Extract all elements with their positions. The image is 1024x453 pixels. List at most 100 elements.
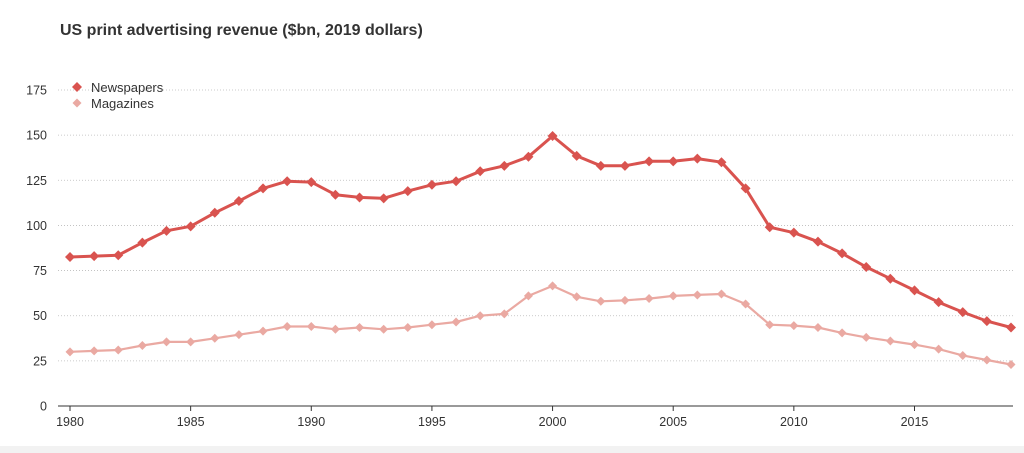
x-tick-label: 1995: [418, 415, 446, 429]
data-point-newspapers-2012[interactable]: [837, 248, 848, 259]
data-point-newspapers-2006[interactable]: [692, 153, 703, 164]
data-point-newspapers-1997[interactable]: [475, 166, 486, 177]
data-point-magazines-2019[interactable]: [1006, 359, 1016, 369]
data-point-newspapers-1990[interactable]: [306, 177, 317, 188]
data-point-newspapers-1996[interactable]: [451, 176, 462, 187]
data-point-magazines-1997[interactable]: [475, 311, 485, 321]
data-point-magazines-1987[interactable]: [234, 330, 244, 340]
data-point-newspapers-2002[interactable]: [595, 160, 606, 171]
data-point-newspapers-1999[interactable]: [523, 151, 534, 162]
data-point-newspapers-2013[interactable]: [861, 261, 872, 272]
data-point-magazines-2000[interactable]: [548, 281, 558, 291]
data-point-magazines-1996[interactable]: [451, 317, 461, 327]
y-tick-label: 100: [26, 219, 47, 233]
data-point-newspapers-1989[interactable]: [282, 176, 293, 187]
data-point-magazines-2003[interactable]: [620, 295, 630, 305]
series-magazines: [65, 281, 1016, 369]
data-point-magazines-2006[interactable]: [692, 290, 702, 300]
data-point-magazines-2018[interactable]: [982, 355, 992, 365]
data-point-magazines-2015[interactable]: [909, 340, 919, 350]
data-point-newspapers-1985[interactable]: [185, 221, 196, 232]
data-point-newspapers-1984[interactable]: [161, 225, 172, 236]
data-point-newspapers-1994[interactable]: [402, 186, 413, 197]
data-point-magazines-2014[interactable]: [885, 336, 895, 346]
data-point-newspapers-2008[interactable]: [740, 183, 751, 194]
gridlines: [58, 89, 1013, 362]
data-point-newspapers-2014[interactable]: [885, 273, 896, 284]
axes: 0 25 50 75 100 125 150 175 1980 1985 1990 1995 2000 2…: [26, 84, 1013, 429]
data-point-newspapers-2003[interactable]: [619, 160, 630, 171]
data-point-newspapers-1980[interactable]: [65, 252, 75, 263]
x-tick-label: 1985: [177, 415, 205, 429]
data-point-newspapers-2017[interactable]: [957, 307, 968, 318]
legend-marker-magazines: [72, 98, 82, 108]
legend-item-magazines[interactable]: Magazines: [72, 96, 155, 111]
data-point-newspapers-2011[interactable]: [812, 236, 823, 247]
data-point-newspapers-2016[interactable]: [933, 297, 944, 308]
data-point-magazines-1988[interactable]: [258, 326, 268, 336]
data-point-magazines-2012[interactable]: [837, 328, 847, 338]
data-point-magazines-1993[interactable]: [379, 324, 389, 334]
data-point-magazines-1990[interactable]: [306, 322, 316, 332]
data-point-newspapers-1998[interactable]: [499, 160, 510, 171]
data-point-magazines-2001[interactable]: [572, 292, 582, 302]
data-point-magazines-1989[interactable]: [282, 322, 292, 332]
data-point-magazines-1981[interactable]: [89, 346, 99, 356]
y-tick-label: 150: [26, 129, 47, 143]
data-point-magazines-2011[interactable]: [813, 322, 823, 332]
data-point-newspapers-2010[interactable]: [788, 227, 799, 238]
data-point-magazines-1986[interactable]: [210, 333, 220, 343]
data-point-magazines-2017[interactable]: [958, 350, 968, 360]
data-point-newspapers-1991[interactable]: [330, 189, 341, 200]
data-point-magazines-1994[interactable]: [403, 322, 413, 332]
data-point-magazines-1992[interactable]: [355, 322, 365, 332]
data-point-newspapers-1993[interactable]: [378, 193, 389, 204]
data-point-magazines-1985[interactable]: [186, 337, 196, 347]
data-point-magazines-1982[interactable]: [113, 345, 123, 355]
x-tick-label: 2000: [539, 415, 567, 429]
data-point-newspapers-1982[interactable]: [113, 250, 124, 261]
data-point-newspapers-2005[interactable]: [668, 156, 679, 167]
data-point-magazines-2004[interactable]: [644, 294, 654, 304]
data-point-magazines-2005[interactable]: [668, 291, 678, 301]
data-point-magazines-1999[interactable]: [523, 291, 533, 301]
data-point-magazines-2002[interactable]: [596, 296, 606, 306]
data-point-magazines-1984[interactable]: [162, 337, 172, 347]
data-point-magazines-1995[interactable]: [427, 320, 437, 330]
data-point-newspapers-2009[interactable]: [764, 222, 775, 233]
data-point-newspapers-2015[interactable]: [909, 285, 920, 296]
data-point-magazines-2007[interactable]: [716, 289, 726, 299]
series-line-newspapers: [69, 134, 1012, 329]
data-point-newspapers-1986[interactable]: [209, 207, 220, 218]
data-point-newspapers-2000[interactable]: [547, 131, 558, 142]
data-point-newspapers-1992[interactable]: [354, 192, 365, 203]
x-tick-label: 2005: [659, 415, 687, 429]
series-lines: [65, 131, 1016, 369]
legend-item-newspapers[interactable]: Newspapers: [72, 80, 164, 95]
data-point-newspapers-1988[interactable]: [258, 183, 269, 194]
legend: Newspapers Magazines: [72, 80, 164, 111]
y-tick-label: 175: [26, 84, 47, 98]
legend-label-magazines: Magazines: [91, 96, 154, 111]
data-point-magazines-2013[interactable]: [861, 332, 871, 342]
data-point-magazines-2008[interactable]: [741, 299, 751, 309]
data-point-newspapers-2001[interactable]: [571, 150, 582, 161]
bottom-strip: [0, 446, 1024, 453]
data-point-newspapers-2007[interactable]: [716, 157, 727, 168]
data-point-newspapers-1987[interactable]: [233, 196, 244, 207]
data-point-magazines-2009[interactable]: [765, 320, 775, 330]
data-point-magazines-2010[interactable]: [789, 321, 799, 331]
data-point-magazines-1998[interactable]: [499, 309, 509, 319]
y-tick-label: 25: [33, 354, 47, 368]
data-point-newspapers-2004[interactable]: [644, 156, 655, 167]
data-point-magazines-2016[interactable]: [934, 344, 944, 354]
data-point-magazines-1983[interactable]: [137, 341, 147, 351]
data-point-newspapers-1981[interactable]: [89, 251, 100, 262]
data-point-newspapers-2018[interactable]: [981, 316, 992, 327]
data-point-newspapers-1983[interactable]: [137, 237, 148, 248]
x-tick-label: 1990: [297, 415, 325, 429]
data-point-newspapers-2019[interactable]: [1006, 322, 1016, 333]
data-point-magazines-1991[interactable]: [330, 324, 340, 334]
data-point-newspapers-1995[interactable]: [426, 179, 437, 190]
data-point-magazines-1980[interactable]: [65, 347, 75, 357]
